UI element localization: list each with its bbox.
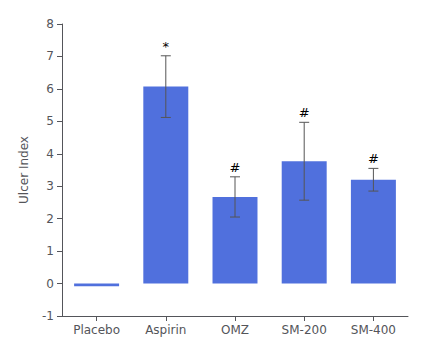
svg-text:SM-400: SM-400 xyxy=(351,323,396,337)
svg-text:Ulcer Index: Ulcer Index xyxy=(17,136,31,204)
svg-text:*: * xyxy=(163,39,170,54)
svg-text:2: 2 xyxy=(46,212,54,226)
svg-text:Aspirin: Aspirin xyxy=(145,323,186,337)
svg-text:-1: -1 xyxy=(42,309,54,323)
svg-text:7: 7 xyxy=(46,49,54,63)
svg-text:4: 4 xyxy=(46,147,54,161)
svg-text:8: 8 xyxy=(46,17,54,31)
svg-text:3: 3 xyxy=(46,179,54,193)
svg-text:6: 6 xyxy=(46,82,54,96)
svg-text:1: 1 xyxy=(46,244,54,258)
svg-text:Placebo: Placebo xyxy=(73,323,120,337)
svg-text:5: 5 xyxy=(46,114,54,128)
svg-text:#: # xyxy=(368,151,379,166)
svg-text:OMZ: OMZ xyxy=(221,323,249,337)
svg-text:0: 0 xyxy=(46,277,54,291)
svg-text:SM-200: SM-200 xyxy=(282,323,327,337)
svg-text:#: # xyxy=(230,160,241,175)
svg-text:#: # xyxy=(299,105,310,120)
